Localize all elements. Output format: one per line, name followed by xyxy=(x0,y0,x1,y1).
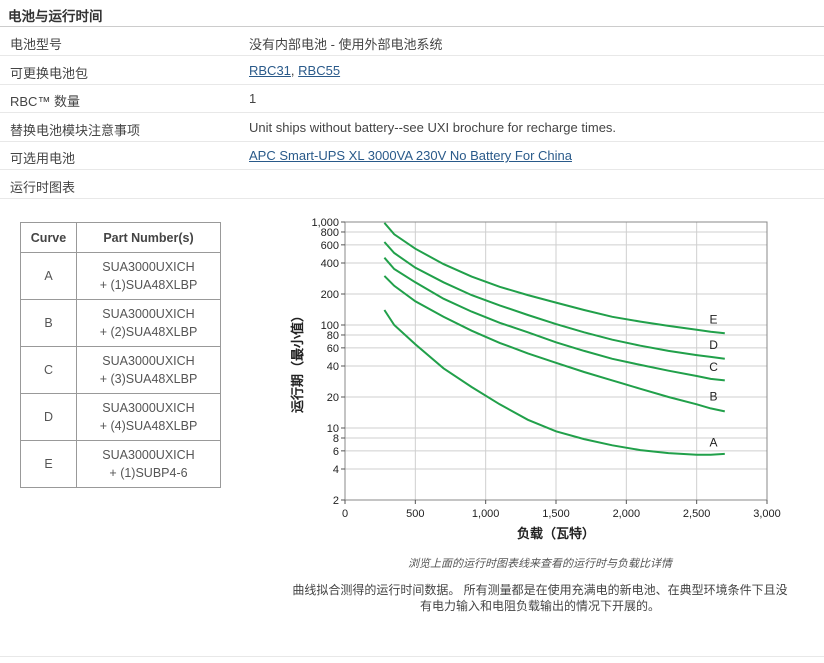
series-line-c xyxy=(383,257,725,382)
part-number-column-header: Part Number(s) xyxy=(76,222,221,253)
note-line: 有电力输入和电阻负载输出的情况下开展的。 xyxy=(419,599,660,613)
link-separator: , xyxy=(290,63,299,78)
x-tick-label: 1,000 xyxy=(472,508,500,520)
rbc55-link[interactable]: RBC55 xyxy=(298,63,341,78)
part-number-line: + (2)SUA48XLBP xyxy=(99,325,198,339)
note-line: 曲线拟合测得的运行时间数据。 所有测量都是在使用充满电的新电池、在典型环境条件下… xyxy=(292,583,788,597)
y-tick-label: 1,000 xyxy=(311,217,339,229)
y-tick-label: 40 xyxy=(327,361,339,373)
part-number-line: SUA3000UXICH xyxy=(102,307,195,321)
y-tick-label: 600 xyxy=(321,240,339,252)
y-tick-label: 20 xyxy=(327,392,339,404)
rbc31-link[interactable]: RBC31 xyxy=(249,63,291,78)
curve-cell: A xyxy=(20,252,77,300)
spec-row-battery-type: 电池型号 没有内部电池 - 使用外部电池系统 xyxy=(0,28,824,56)
spec-row-replacement-note: 替换电池模块注意事项 Unit ships without battery--s… xyxy=(0,114,824,142)
x-tick-label: 3,000 xyxy=(753,508,781,520)
part-number-line: + (1)SUA48XLBP xyxy=(99,278,198,292)
series-line-e xyxy=(383,222,725,335)
part-number-cell: SUA3000UXICH + (1)SUA48XLBP xyxy=(76,252,221,300)
series-label-d: D xyxy=(709,338,718,352)
y-axis-label: 运行期（最小值） xyxy=(290,309,305,413)
spec-value: 1 xyxy=(249,91,257,106)
part-number-line: + (4)SUA48XLBP xyxy=(99,419,198,433)
optional-battery-link[interactable]: APC Smart-UPS XL 3000VA 230V No Battery … xyxy=(249,148,572,163)
part-number-line: + (1)SUBP4-6 xyxy=(109,466,188,480)
part-number-line: SUA3000UXICH xyxy=(102,260,195,274)
x-tick-label: 2,500 xyxy=(683,508,711,520)
x-tick-label: 500 xyxy=(406,508,424,520)
spec-label: 电池型号 xyxy=(10,37,63,52)
y-tick-label: 400 xyxy=(321,258,339,270)
y-tick-label: 6 xyxy=(333,446,339,458)
y-tick-label: 10 xyxy=(327,423,339,435)
curve-cell: D xyxy=(20,393,77,441)
y-tick-label: 800 xyxy=(321,227,339,239)
curve-cell: C xyxy=(20,346,77,394)
section-title: 电池与运行时间 xyxy=(0,0,824,27)
divider xyxy=(0,656,824,657)
series-label-c: C xyxy=(709,360,718,374)
series-label-b: B xyxy=(710,389,718,403)
y-tick-label: 100 xyxy=(321,320,339,332)
series-label-a: A xyxy=(710,436,718,450)
part-number-line: SUA3000UXICH xyxy=(102,354,195,368)
spec-label: 可更换电池包 xyxy=(10,66,89,81)
spec-label: 替换电池模块注意事项 xyxy=(10,123,141,138)
table-row: A SUA3000UXICH + (1)SUA48XLBP xyxy=(20,252,221,300)
table-row: B SUA3000UXICH + (2)SUA48XLBP xyxy=(20,299,221,347)
part-number-line: SUA3000UXICH xyxy=(102,448,195,462)
part-number-line: SUA3000UXICH xyxy=(102,401,195,415)
part-number-line: + (3)SUA48XLBP xyxy=(99,372,198,386)
part-number-cell: SUA3000UXICH + (1)SUBP4-6 xyxy=(76,440,221,488)
series-line-b xyxy=(383,275,726,413)
series-line-a xyxy=(383,309,725,456)
series-label-e: E xyxy=(710,313,718,327)
x-tick-label: 0 xyxy=(342,508,348,520)
table-header-row: Curve Part Number(s) xyxy=(20,222,221,253)
part-number-cell: SUA3000UXICH + (4)SUA48XLBP xyxy=(76,393,221,441)
y-tick-label: 200 xyxy=(321,289,339,301)
spec-value: 没有内部电池 - 使用外部电池系统 xyxy=(249,37,443,52)
curve-cell: E xyxy=(20,440,77,488)
spec-row-replacement-pack: 可更换电池包 RBC31, RBC55 xyxy=(0,57,824,85)
spec-row-optional-battery: 可选用电池 APC Smart-UPS XL 3000VA 230V No Ba… xyxy=(0,142,824,170)
measurement-note: 曲线拟合测得的运行时间数据。 所有测量都是在使用充满电的新电池、在典型环境条件下… xyxy=(280,582,800,614)
curve-part-table: Curve Part Number(s) A SUA3000UXICH + (1)… xyxy=(20,222,221,488)
x-tick-label: 2,000 xyxy=(613,508,641,520)
table-row: D SUA3000UXICH + (4)SUA48XLBP xyxy=(20,393,221,441)
chart-caption: 浏览上面的运行时图表线来查看的运行时与负载比详情 xyxy=(408,558,672,570)
part-number-cell: SUA3000UXICH + (3)SUA48XLBP xyxy=(76,346,221,394)
spec-value: RBC31, RBC55 xyxy=(249,63,340,78)
part-number-cell: SUA3000UXICH + (2)SUA48XLBP xyxy=(76,299,221,347)
table-row: C SUA3000UXICH + (3)SUA48XLBP xyxy=(20,346,221,394)
spec-label: 可选用电池 xyxy=(10,151,76,166)
spec-label: RBC™ 数量 xyxy=(10,94,81,109)
spec-row-rbc-quantity: RBC™ 数量 1 xyxy=(0,85,824,113)
curve-column-header: Curve xyxy=(20,222,77,253)
series-line-d xyxy=(383,241,725,360)
y-tick-label: 4 xyxy=(333,464,339,476)
spec-label: 运行时图表 xyxy=(10,180,76,195)
y-tick-label: 80 xyxy=(327,330,339,342)
curve-cell: B xyxy=(20,299,77,347)
spec-value: APC Smart-UPS XL 3000VA 230V No Battery … xyxy=(249,148,572,163)
spec-row-runtime-chart: 运行时图表 xyxy=(0,171,824,199)
table-row: E SUA3000UXICH + (1)SUBP4-6 xyxy=(20,440,221,488)
y-tick-label: 8 xyxy=(333,433,339,445)
y-tick-label: 60 xyxy=(327,343,339,355)
y-tick-label: 2 xyxy=(333,495,339,507)
x-tick-label: 1,500 xyxy=(542,508,570,520)
spec-value: Unit ships without battery--see UXI broc… xyxy=(249,120,617,135)
x-axis-label: 负载（瓦特） xyxy=(517,526,595,541)
